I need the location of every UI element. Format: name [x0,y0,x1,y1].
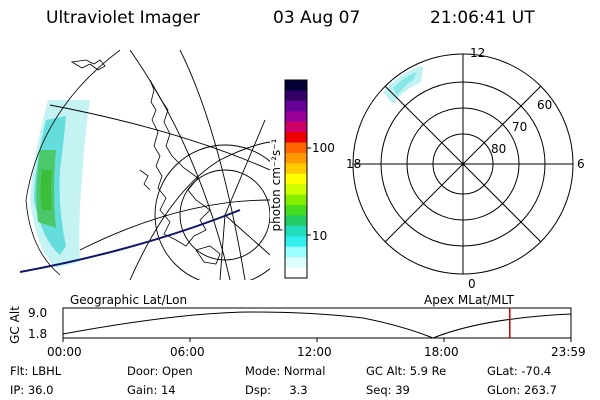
image-time: 21:06:41 UT [430,8,535,28]
mlat-label-70: 70 [512,120,528,134]
status-gain: Gain: 14 [127,383,176,397]
colorbar-tick-10: 10 [312,229,328,243]
colorbar-swatch [285,215,307,227]
altitude-axis-label: GC Alt [8,306,22,344]
status-dsp: Dsp: 3.3 [245,383,308,397]
colorbar-swatch [285,184,307,196]
geographic-image-panel [20,50,270,280]
status-seq: Seq: 39 [366,383,410,397]
time-tick-1800: 18:00 [424,345,459,359]
colorbar-swatch [285,267,307,279]
colorbar-swatch [285,205,307,216]
colorbar-swatch [285,90,307,102]
instrument-title: Ultraviolet Imager [46,8,200,28]
coastline [70,59,221,265]
status-mode: Mode: Normal [245,364,326,378]
colorbar-swatch [285,142,307,154]
colorbar [284,79,311,279]
apex-caption: Apex MLat/MLT [424,293,514,307]
altitude-max-label: 9.0 [28,306,48,320]
colorbar-swatch [285,173,307,185]
status-gc-alt: GC Alt: 5.9 Re [366,364,447,378]
mlt-label-6: 6 [577,157,585,171]
altitude-plot [62,307,572,342]
status-glat: GLat: -70.4 [487,364,552,378]
status-filter: Flt: LBHL [10,364,62,378]
colorbar-swatch [285,80,307,91]
mlat-label-60: 60 [537,98,553,112]
colorbar-swatch [285,163,307,175]
status-glon: GLon: 263.7 [487,383,557,397]
colorbar-swatch [285,100,307,112]
colorbar-frame [284,79,308,279]
colorbar-swatch [285,121,307,133]
colorbar-swatch [285,236,307,248]
time-tick-0000: 00:00 [47,345,82,359]
colorbar-swatch [285,194,307,206]
colorbar-swatch [285,152,307,164]
earth-limb [25,50,121,276]
geographic-caption: Geographic Lat/Lon [70,293,188,307]
colorbar-tick-100: 100 [312,141,335,155]
geographic-grid [49,50,270,280]
altitude-curve [62,311,572,339]
time-tick-1200: 12:00 [297,345,332,359]
status-ip: IP: 36.0 [10,383,54,397]
colorbar-swatch [285,225,307,237]
colorbar-swatch [285,132,307,144]
status-door: Door: Open [127,364,193,378]
terminator-line [20,209,241,273]
image-date: 03 Aug 07 [273,8,361,28]
colorbar-swatch [285,111,307,123]
apex-polar-panel [352,53,574,275]
colorbar-swatch [285,257,307,269]
time-tick-0600: 06:00 [170,345,205,359]
mlt-label-0: 0 [468,277,476,291]
mlt-label-18: 18 [346,157,362,171]
colorbar-swatch [285,246,307,258]
altitude-min-label: 1.8 [28,327,48,341]
mlat-label-80: 80 [491,142,507,156]
colorbar-label: photon cm⁻²s⁻¹ [269,138,283,232]
mlt-label-12: 12 [470,46,486,60]
time-tick-2359: 23:59 [551,345,586,359]
